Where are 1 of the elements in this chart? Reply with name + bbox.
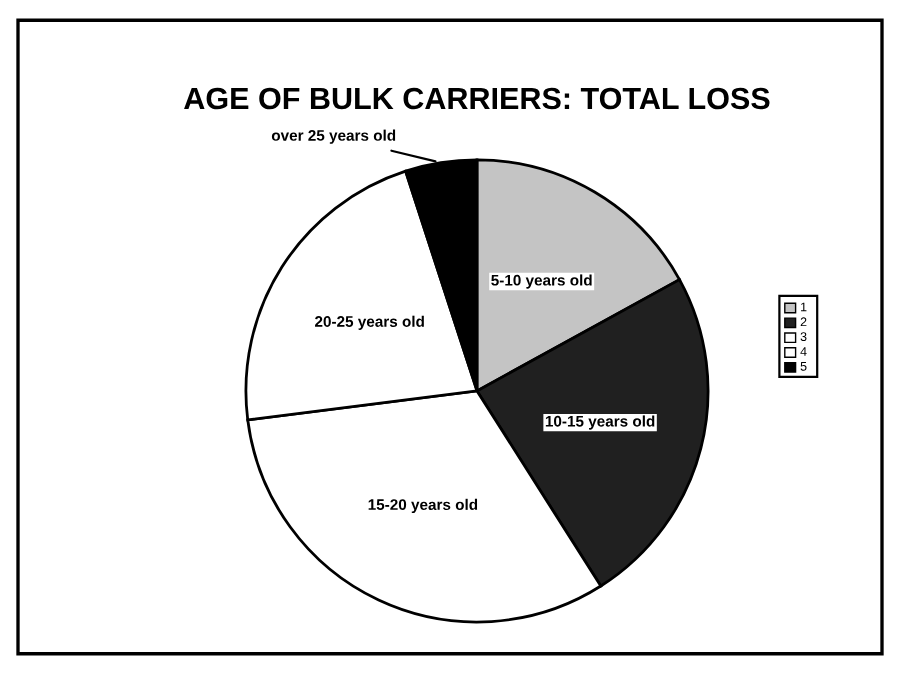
chart-title: AGE OF BULK CARRIERS: TOTAL LOSS: [184, 87, 770, 110]
